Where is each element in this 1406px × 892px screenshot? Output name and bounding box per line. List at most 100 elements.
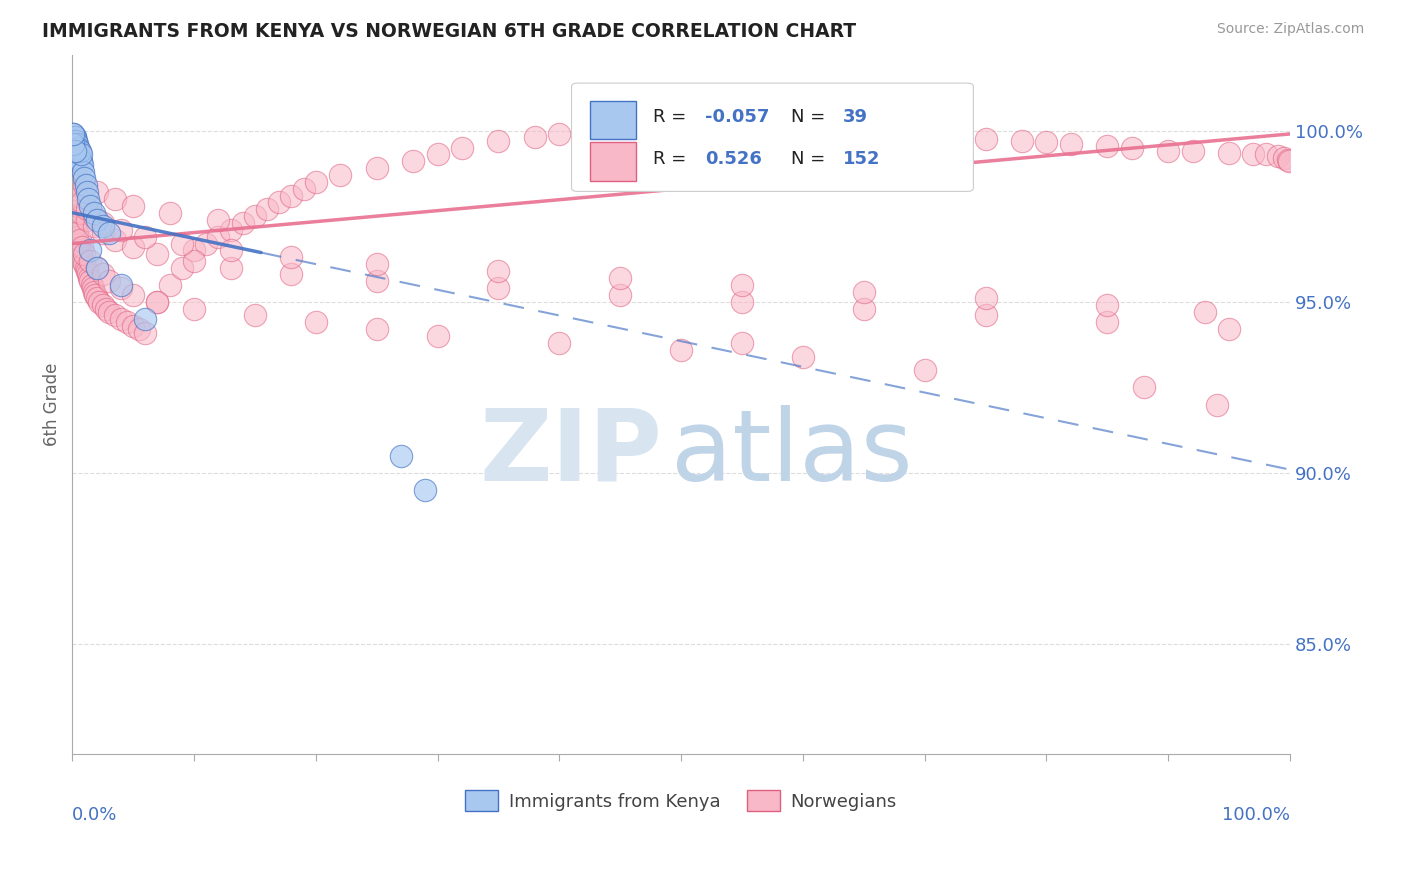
Point [1133, 380, 1156, 394]
Point [73, 178, 96, 193]
Point [65, 192, 87, 206]
Point [67, 199, 90, 213]
Text: R =: R = [654, 108, 692, 126]
Point [65, 141, 87, 155]
Point [426, 147, 449, 161]
Point [329, 168, 352, 182]
Point [63, 134, 86, 148]
Point [146, 294, 169, 309]
Point [104, 233, 127, 247]
FancyBboxPatch shape [571, 83, 973, 192]
Point [91, 216, 114, 230]
Point [695, 123, 717, 137]
Text: -0.057: -0.057 [706, 108, 770, 126]
Point [75, 178, 97, 193]
Point [67, 236, 90, 251]
Point [852, 127, 875, 141]
Point [76, 212, 98, 227]
Text: 39: 39 [844, 108, 868, 126]
Point [67, 171, 90, 186]
Point [134, 229, 156, 244]
Point [104, 192, 127, 206]
Point [122, 199, 145, 213]
Point [86, 260, 108, 275]
Point [1097, 315, 1119, 329]
Point [914, 363, 936, 377]
Point [66, 144, 89, 158]
Point [70, 240, 93, 254]
Point [76, 264, 98, 278]
Point [146, 247, 169, 261]
Point [170, 236, 193, 251]
Point [69, 247, 91, 261]
Point [243, 309, 266, 323]
Point [62, 134, 84, 148]
Point [115, 315, 138, 329]
Point [73, 257, 96, 271]
Point [91, 227, 114, 241]
Point [548, 127, 571, 141]
Point [66, 144, 89, 158]
Point [366, 274, 388, 288]
Point [280, 188, 302, 202]
Point [84, 288, 107, 302]
Point [76, 202, 98, 217]
Point [97, 227, 120, 241]
Point [91, 268, 114, 282]
Point [256, 202, 278, 217]
Point [69, 244, 91, 258]
Point [110, 277, 132, 292]
Point [292, 182, 315, 196]
Point [731, 277, 754, 292]
Point [66, 229, 89, 244]
Point [67, 188, 90, 202]
Point [1097, 298, 1119, 312]
Point [67, 147, 90, 161]
Point [79, 274, 101, 288]
Point [609, 270, 631, 285]
Point [86, 185, 108, 199]
Point [73, 171, 96, 186]
Point [63, 137, 86, 152]
Point [183, 301, 205, 316]
Text: R =: R = [654, 150, 692, 168]
Point [66, 137, 89, 152]
Point [62, 175, 84, 189]
Point [1277, 153, 1299, 167]
Point [305, 315, 328, 329]
Point [70, 195, 93, 210]
Point [73, 247, 96, 261]
Point [134, 312, 156, 326]
Point [305, 175, 328, 189]
Point [183, 244, 205, 258]
Point [1218, 145, 1240, 160]
Point [77, 270, 100, 285]
Point [97, 305, 120, 319]
Point [488, 281, 510, 295]
Point [77, 192, 100, 206]
Point [402, 154, 425, 169]
Point [77, 268, 100, 282]
Point [219, 223, 242, 237]
Point [91, 298, 114, 312]
Point [87, 294, 110, 309]
Point [62, 164, 84, 178]
Point [69, 233, 91, 247]
Point [974, 309, 997, 323]
Y-axis label: 6th Grade: 6th Grade [44, 363, 60, 446]
Point [97, 274, 120, 288]
Point [79, 253, 101, 268]
Point [86, 212, 108, 227]
Point [70, 158, 93, 172]
Point [104, 309, 127, 323]
Point [1035, 136, 1057, 150]
Point [207, 212, 229, 227]
Point [974, 291, 997, 305]
Text: Source: ZipAtlas.com: Source: ZipAtlas.com [1216, 22, 1364, 37]
Point [669, 343, 692, 357]
Point [815, 127, 838, 141]
Text: ZIP: ZIP [479, 405, 662, 502]
Point [70, 250, 93, 264]
Point [63, 144, 86, 158]
Point [83, 219, 105, 234]
